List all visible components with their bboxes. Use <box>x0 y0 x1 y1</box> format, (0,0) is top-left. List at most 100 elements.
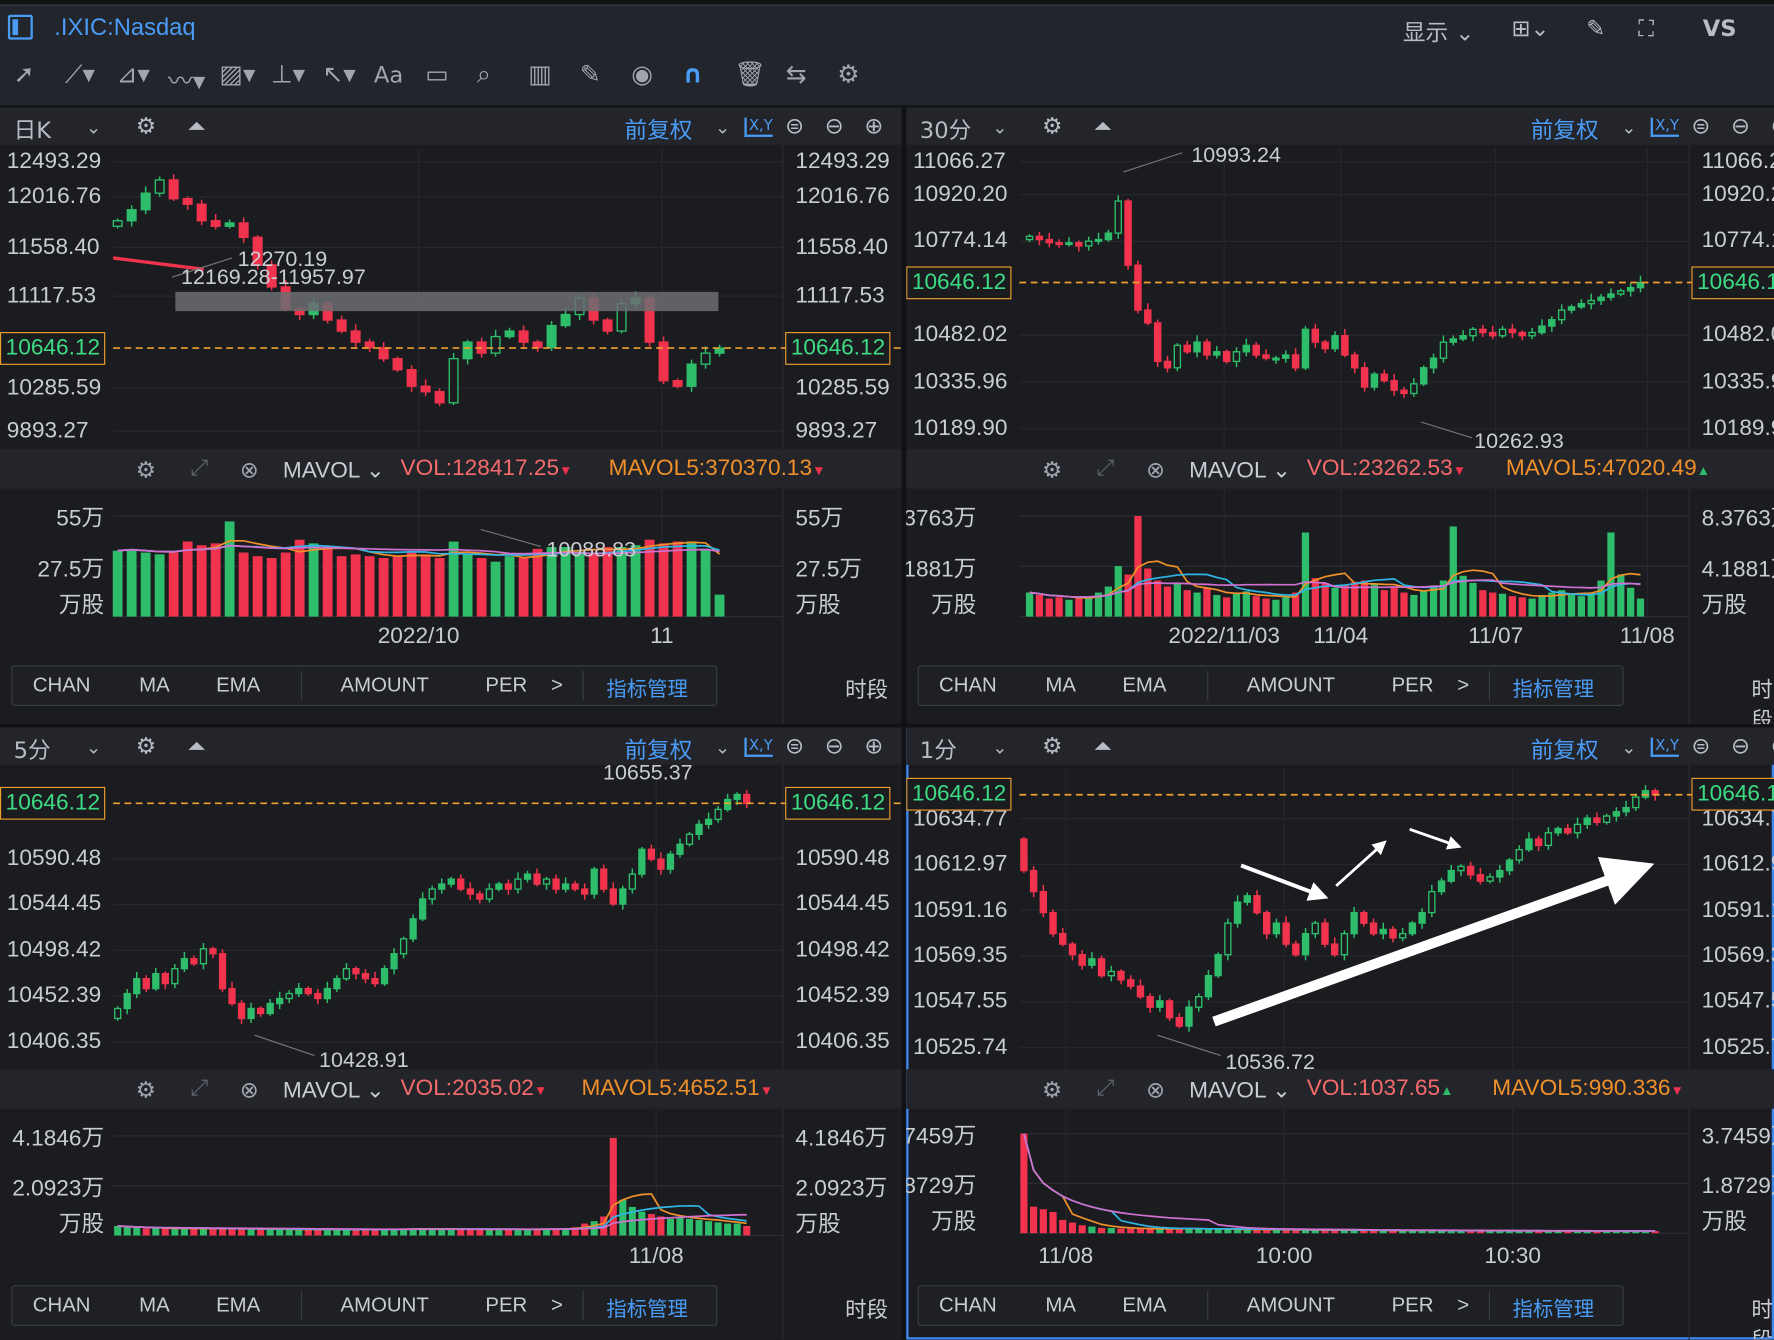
adjust-select[interactable]: 前复权 <box>1530 116 1599 144</box>
xy-axis-icon[interactable]: X,Y <box>1650 737 1679 757</box>
indicator-tab-per[interactable]: PER <box>485 673 528 696</box>
chevron-right-icon[interactable]: > <box>1457 673 1470 696</box>
chevron-right-icon[interactable]: > <box>550 1293 563 1316</box>
chevron-down-icon[interactable]: ⌄ <box>715 736 731 759</box>
expand-icon[interactable]: ⤢ <box>190 1075 209 1101</box>
indicator-tab-per[interactable]: PER <box>1391 673 1434 696</box>
chevron-down-icon[interactable]: ⌄ <box>992 736 1008 759</box>
period-button[interactable]: 时段 <box>1751 677 1773 725</box>
plus-icon[interactable]: ⊕ <box>864 112 884 140</box>
expand-icon[interactable]: ⤢ <box>1096 455 1115 481</box>
chart-canvas[interactable]: 10993.24 10262.93 <box>906 107 1774 725</box>
expand-icon[interactable]: ⤢ <box>1096 1075 1115 1101</box>
indicator-tab-amount[interactable]: AMOUNT <box>1246 1293 1336 1316</box>
minus-icon[interactable]: ⊖ <box>1731 732 1750 760</box>
cursor-icon[interactable]: ➚ <box>13 61 35 90</box>
settings-icon[interactable]: ⚙ <box>135 1078 157 1104</box>
minus-icon[interactable]: ⊖ <box>824 732 844 760</box>
xy-axis-icon[interactable]: X,Y <box>1650 117 1679 137</box>
indicator-tab-amount[interactable]: AMOUNT <box>1246 673 1336 696</box>
brush-icon[interactable]: ✎ <box>1586 14 1606 42</box>
settings-icon[interactable]: ⚙ <box>1042 732 1063 760</box>
indicator-tab-ema[interactable]: EMA <box>1122 673 1167 696</box>
period-button[interactable]: 时段 <box>1751 1297 1773 1340</box>
plus-icon[interactable]: ⊕ <box>1771 732 1774 759</box>
indicator-tab-chan[interactable]: CHAN <box>939 673 997 696</box>
indicator-tab-ma[interactable]: MA <box>1045 1293 1076 1316</box>
settings-icon[interactable]: ⚙ <box>1042 1078 1063 1104</box>
settings-icon[interactable]: ⚙ <box>1042 458 1063 484</box>
timeframe-select[interactable]: 1分 <box>919 736 957 764</box>
chevron-down-icon[interactable]: ⌄ <box>85 116 102 139</box>
settings-icon[interactable]: ⚙ <box>135 112 157 140</box>
minus-icon[interactable]: ⊖ <box>824 112 844 140</box>
line-icon[interactable]: ⟋▾ <box>65 61 95 90</box>
indicator-tab-per[interactable]: PER <box>485 1293 528 1316</box>
display-menu[interactable]: 显示 ⌄ <box>1403 15 1474 48</box>
zoom-out-icon[interactable]: ⊜ <box>785 732 805 760</box>
comment-icon[interactable]: ▭ <box>425 61 449 90</box>
indicator-tab-chan[interactable]: CHAN <box>939 1293 997 1316</box>
chevron-right-icon[interactable]: > <box>550 673 563 696</box>
settings-icon[interactable]: ⚙ <box>135 732 157 760</box>
sync-icon[interactable]: ⇆ <box>785 61 807 90</box>
adjust-select[interactable]: 前复权 <box>624 736 693 764</box>
chart-panel-3[interactable]: 10536.72 1分 ⌄ ⚙ ⏶ 前复权 ⌄ X,Y ⊜ ⊖ ⊕ 10634.… <box>906 727 1774 1340</box>
adjust-select[interactable]: 前复权 <box>624 116 693 144</box>
indicator-tab-ma[interactable]: MA <box>139 1293 170 1316</box>
collapse-icon[interactable]: ⏶ <box>187 732 206 760</box>
indicator-manage-button[interactable]: 指标管理 <box>1512 1297 1595 1321</box>
zoom-out-icon[interactable]: ⊜ <box>785 112 805 140</box>
indicator-tab-ma[interactable]: MA <box>1045 673 1076 696</box>
indicator-tab-ema[interactable]: EMA <box>1122 1293 1167 1316</box>
chevron-down-icon[interactable]: ⌄ <box>715 116 731 139</box>
text-icon[interactable]: Aa <box>373 61 404 89</box>
indicator-manage-button[interactable]: 指标管理 <box>606 677 688 701</box>
sidebar-toggle-icon[interactable] <box>7 14 33 40</box>
indicator-tab-chan[interactable]: CHAN <box>32 1293 91 1316</box>
zoom-out-icon[interactable]: ⊜ <box>1691 112 1711 140</box>
polyline-icon[interactable]: ⊿▾ <box>116 61 150 90</box>
zoom-icon[interactable]: ⌕ <box>476 61 491 90</box>
xy-axis-icon[interactable]: X,Y <box>744 117 773 137</box>
chart-panel-2[interactable]: 10655.37 10428.91 5分 ⌄ ⚙ ⏶ 前复权 ⌄ X,Y ⊜ ⊖ … <box>0 727 902 1340</box>
fullscreen-icon[interactable]: ⛶ <box>1638 14 1655 42</box>
eye-icon[interactable]: ◉ <box>631 61 654 90</box>
period-button[interactable]: 时段 <box>845 1297 889 1323</box>
close-icon[interactable]: ⊗ <box>239 1078 259 1104</box>
chart-panel-0[interactable]: 12270.19 12169.28-11957.97 10088.83 日K ⌄ ⚙… <box>0 107 902 725</box>
indicator-manage-button[interactable]: 指标管理 <box>1512 677 1595 701</box>
period-button[interactable]: 时段 <box>845 677 889 703</box>
chevron-right-icon[interactable]: > <box>1457 1293 1470 1316</box>
timeframe-select[interactable]: 日K <box>13 116 52 144</box>
indicator-select[interactable]: MAVOL ⌄ <box>282 1078 385 1104</box>
expand-icon[interactable]: ⤢ <box>190 455 209 481</box>
xy-axis-icon[interactable]: X,Y <box>744 737 773 757</box>
indicator-tab-ema[interactable]: EMA <box>216 673 261 696</box>
trash-icon[interactable]: 🗑 <box>734 61 766 90</box>
collapse-icon[interactable]: ⏶ <box>1094 112 1113 140</box>
adjust-select[interactable]: 前复权 <box>1530 736 1599 764</box>
collapse-icon[interactable]: ⏶ <box>1094 732 1113 760</box>
arrow-icon[interactable]: ↖▾ <box>322 61 356 90</box>
settings-icon[interactable]: ⚙ <box>837 61 860 90</box>
close-icon[interactable]: ⊗ <box>1146 1078 1166 1104</box>
layout-grid-icon[interactable]: ⊞⌄ <box>1511 14 1550 42</box>
plus-icon[interactable]: ⊕ <box>1771 112 1774 139</box>
fib-icon[interactable]: ▨▾ <box>219 61 256 90</box>
pen-icon[interactable]: ✎ <box>579 61 601 90</box>
measure-icon[interactable]: ▥ <box>528 61 552 90</box>
indicator-tab-amount[interactable]: AMOUNT <box>340 673 429 696</box>
indicator-manage-button[interactable]: 指标管理 <box>606 1297 688 1321</box>
zoom-out-icon[interactable]: ⊜ <box>1691 732 1711 760</box>
indicator-select[interactable]: MAVOL ⌄ <box>282 458 385 484</box>
close-icon[interactable]: ⊗ <box>239 458 259 484</box>
indicator-tab-amount[interactable]: AMOUNT <box>340 1293 429 1316</box>
minus-icon[interactable]: ⊖ <box>1731 112 1750 140</box>
vs-button[interactable]: VS <box>1702 14 1737 42</box>
collapse-icon[interactable]: ⏶ <box>187 112 206 140</box>
chevron-down-icon[interactable]: ⌄ <box>1621 736 1637 759</box>
chevron-down-icon[interactable]: ⌄ <box>85 736 102 759</box>
